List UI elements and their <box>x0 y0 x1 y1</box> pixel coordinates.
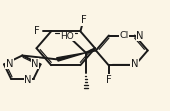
Text: N: N <box>31 59 39 69</box>
Text: N: N <box>131 59 139 69</box>
Text: N: N <box>6 59 13 69</box>
Polygon shape <box>57 53 86 61</box>
Text: F: F <box>81 15 87 25</box>
Text: HO: HO <box>61 32 74 41</box>
Text: N: N <box>24 75 32 85</box>
Text: F: F <box>106 75 112 85</box>
Text: Cl: Cl <box>120 31 129 40</box>
Text: F: F <box>34 26 40 36</box>
Text: N: N <box>136 31 144 41</box>
